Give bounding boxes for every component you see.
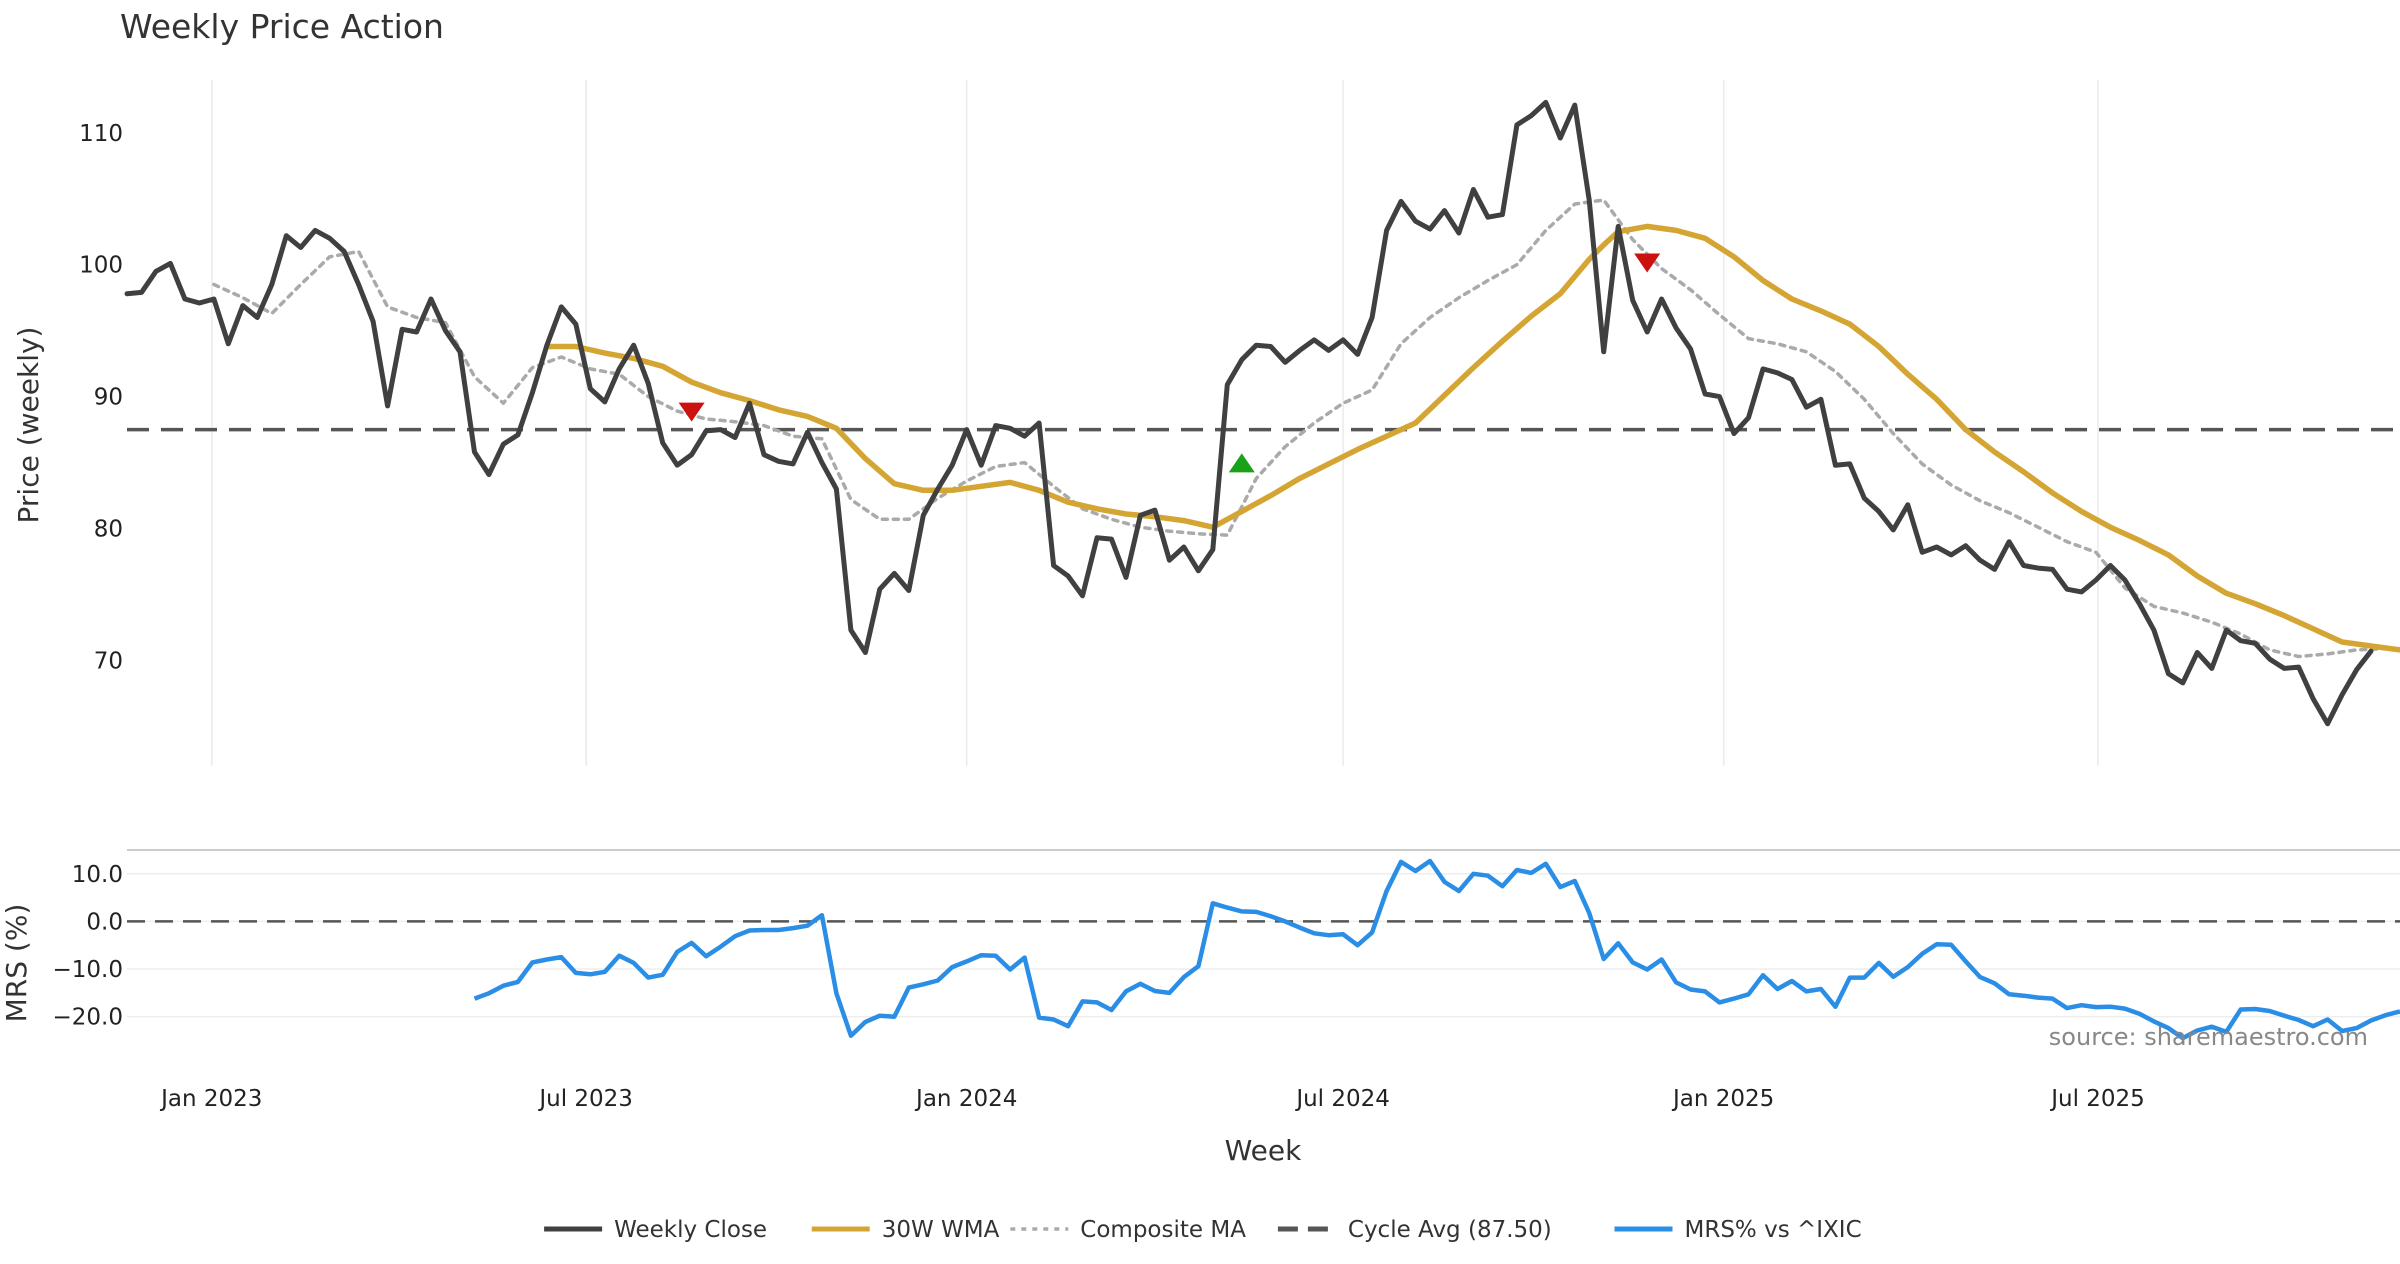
price-y-ticks: 70 80 90 100 110 bbox=[79, 121, 123, 675]
buy-signal-marker bbox=[1229, 453, 1255, 472]
mrs-grid bbox=[127, 850, 2400, 1017]
chart-title: Weekly Price Action bbox=[120, 7, 444, 46]
mrs-series-group bbox=[127, 861, 2400, 1038]
price-series-group bbox=[127, 102, 2400, 723]
signal-markers bbox=[679, 254, 1661, 473]
x-tick-label: Jul 2023 bbox=[537, 1086, 633, 1112]
x-axis-label: Week bbox=[1225, 1134, 1302, 1167]
legend-item: 30W WMA bbox=[812, 1217, 1000, 1243]
x-ticks: Jan 2023 Jul 2023 Jan 2024 Jul 2024 Jan 2025… bbox=[159, 1086, 2145, 1112]
price-y-tick-label: 110 bbox=[79, 121, 123, 147]
weekly-close-line bbox=[127, 102, 2371, 723]
x-tick-label: Jul 2025 bbox=[2049, 1086, 2145, 1112]
mrs-y-tick-label: 0.0 bbox=[86, 909, 123, 935]
legend-item: Weekly Close bbox=[544, 1217, 767, 1243]
price-y-tick-label: 80 bbox=[94, 517, 123, 543]
legend-item: MRS% vs ^IXIC bbox=[1615, 1217, 1862, 1243]
legend-item: Cycle Avg (87.50) bbox=[1278, 1217, 1552, 1243]
price-y-tick-label: 70 bbox=[94, 648, 123, 674]
mrs-y-tick-label: 10.0 bbox=[72, 862, 123, 888]
mrs-y-tick-label: −10.0 bbox=[53, 957, 123, 983]
x-tick-label: Jul 2024 bbox=[1294, 1086, 1390, 1112]
price-y-axis-label: Price (weekly) bbox=[12, 327, 45, 524]
x-tick-label: Jan 2025 bbox=[1671, 1086, 1774, 1112]
legend-label: 30W WMA bbox=[882, 1217, 1000, 1243]
x-tick-label: Jan 2024 bbox=[914, 1086, 1017, 1112]
price-grid bbox=[212, 80, 2098, 766]
legend-label: MRS% vs ^IXIC bbox=[1685, 1217, 1862, 1243]
legend: Weekly Close 30W WMA Composite MA Cycle Avg… bbox=[544, 1217, 1862, 1243]
x-tick-label: Jan 2023 bbox=[159, 1086, 262, 1112]
mrs-y-axis-label: MRS (%) bbox=[0, 904, 33, 1023]
legend-label: Cycle Avg (87.50) bbox=[1348, 1217, 1552, 1243]
mrs-y-tick-label: −20.0 bbox=[53, 1005, 123, 1031]
mrs-y-ticks: 10.0 0.0 −10.0 −20.0 bbox=[53, 862, 123, 1031]
watermark-text: source: sharemaestro.com bbox=[2049, 1023, 2368, 1051]
legend-label: Composite MA bbox=[1080, 1217, 1246, 1243]
legend-item: Composite MA bbox=[1010, 1217, 1246, 1243]
legend-label: Weekly Close bbox=[614, 1217, 767, 1243]
price-y-tick-label: 90 bbox=[94, 385, 123, 411]
price-y-tick-label: 100 bbox=[79, 253, 123, 279]
mrs-line bbox=[475, 861, 2400, 1038]
